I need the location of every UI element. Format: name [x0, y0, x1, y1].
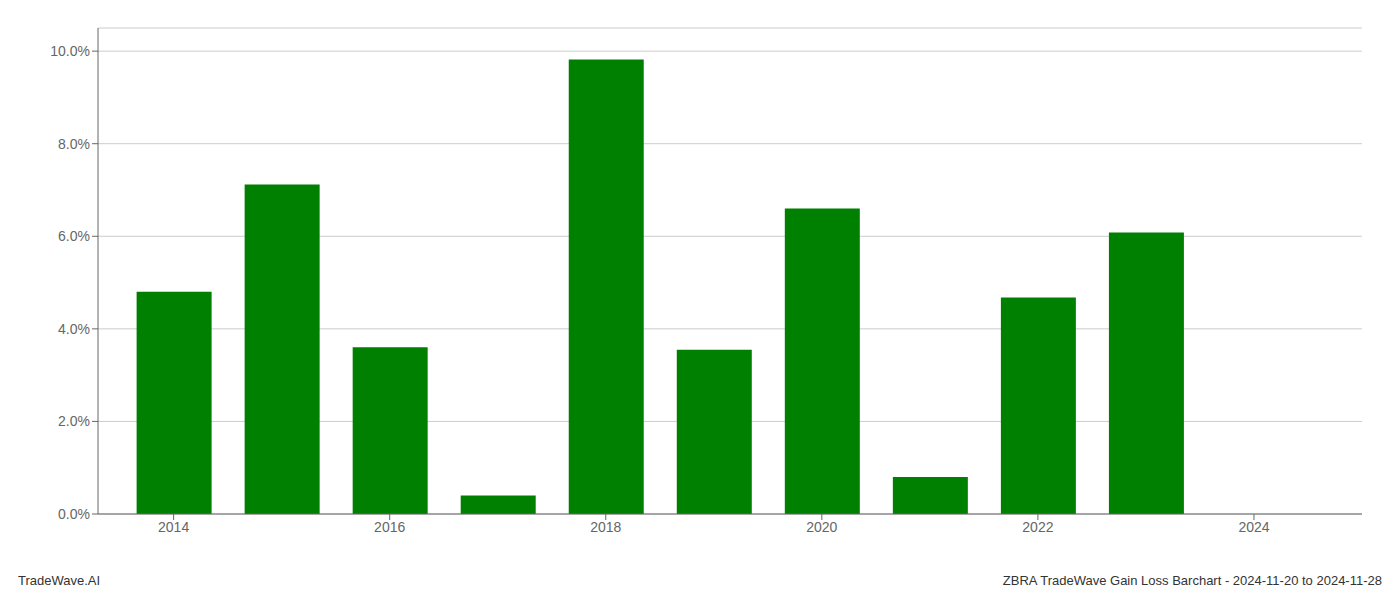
html-text:ZBRA TradeWave Gain Loss Barch: ZBRA TradeWave Gain Loss Barchart - 2024… [1002, 573, 1382, 588]
svg-text:2018: 2018 [590, 519, 621, 535]
svg-text:8.0%: 8.0% [58, 136, 90, 152]
svg-text:0.0%: 0.0% [58, 506, 90, 522]
svg-text:2014: 2014 [158, 519, 189, 535]
svg-text:6.0%: 6.0% [58, 228, 90, 244]
svg-text:2024: 2024 [1238, 519, 1269, 535]
svg-text:2016: 2016 [374, 519, 405, 535]
svg-text:4.0%: 4.0% [58, 321, 90, 337]
svg-text:10.0%: 10.0% [50, 43, 90, 59]
svg-text:2020: 2020 [806, 519, 837, 535]
svg-text:2.0%: 2.0% [58, 413, 90, 429]
svg-text:2022: 2022 [1022, 519, 1053, 535]
html-text:TradeWave.AI: TradeWave.AI [18, 573, 101, 588]
